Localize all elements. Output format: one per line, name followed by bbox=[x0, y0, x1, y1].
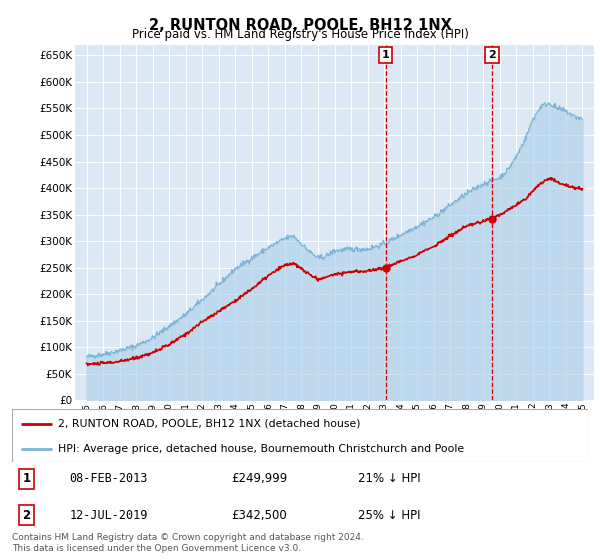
Text: 12-JUL-2019: 12-JUL-2019 bbox=[70, 508, 148, 521]
Text: 2: 2 bbox=[22, 508, 31, 521]
Text: 1: 1 bbox=[382, 50, 389, 60]
Text: 2, RUNTON ROAD, POOLE, BH12 1NX (detached house): 2, RUNTON ROAD, POOLE, BH12 1NX (detache… bbox=[58, 419, 361, 429]
Text: Price paid vs. HM Land Registry's House Price Index (HPI): Price paid vs. HM Land Registry's House … bbox=[131, 28, 469, 41]
Text: 1: 1 bbox=[22, 473, 31, 486]
Text: 21% ↓ HPI: 21% ↓ HPI bbox=[358, 473, 420, 486]
Text: £249,999: £249,999 bbox=[231, 473, 287, 486]
Text: 2, RUNTON ROAD, POOLE, BH12 1NX: 2, RUNTON ROAD, POOLE, BH12 1NX bbox=[149, 18, 451, 34]
Text: Contains HM Land Registry data © Crown copyright and database right 2024.
This d: Contains HM Land Registry data © Crown c… bbox=[12, 533, 364, 553]
Text: 2: 2 bbox=[488, 50, 496, 60]
Text: HPI: Average price, detached house, Bournemouth Christchurch and Poole: HPI: Average price, detached house, Bour… bbox=[58, 444, 464, 454]
Text: £342,500: £342,500 bbox=[231, 508, 287, 521]
Text: 08-FEB-2013: 08-FEB-2013 bbox=[70, 473, 148, 486]
Text: 25% ↓ HPI: 25% ↓ HPI bbox=[358, 508, 420, 521]
FancyBboxPatch shape bbox=[12, 409, 588, 462]
